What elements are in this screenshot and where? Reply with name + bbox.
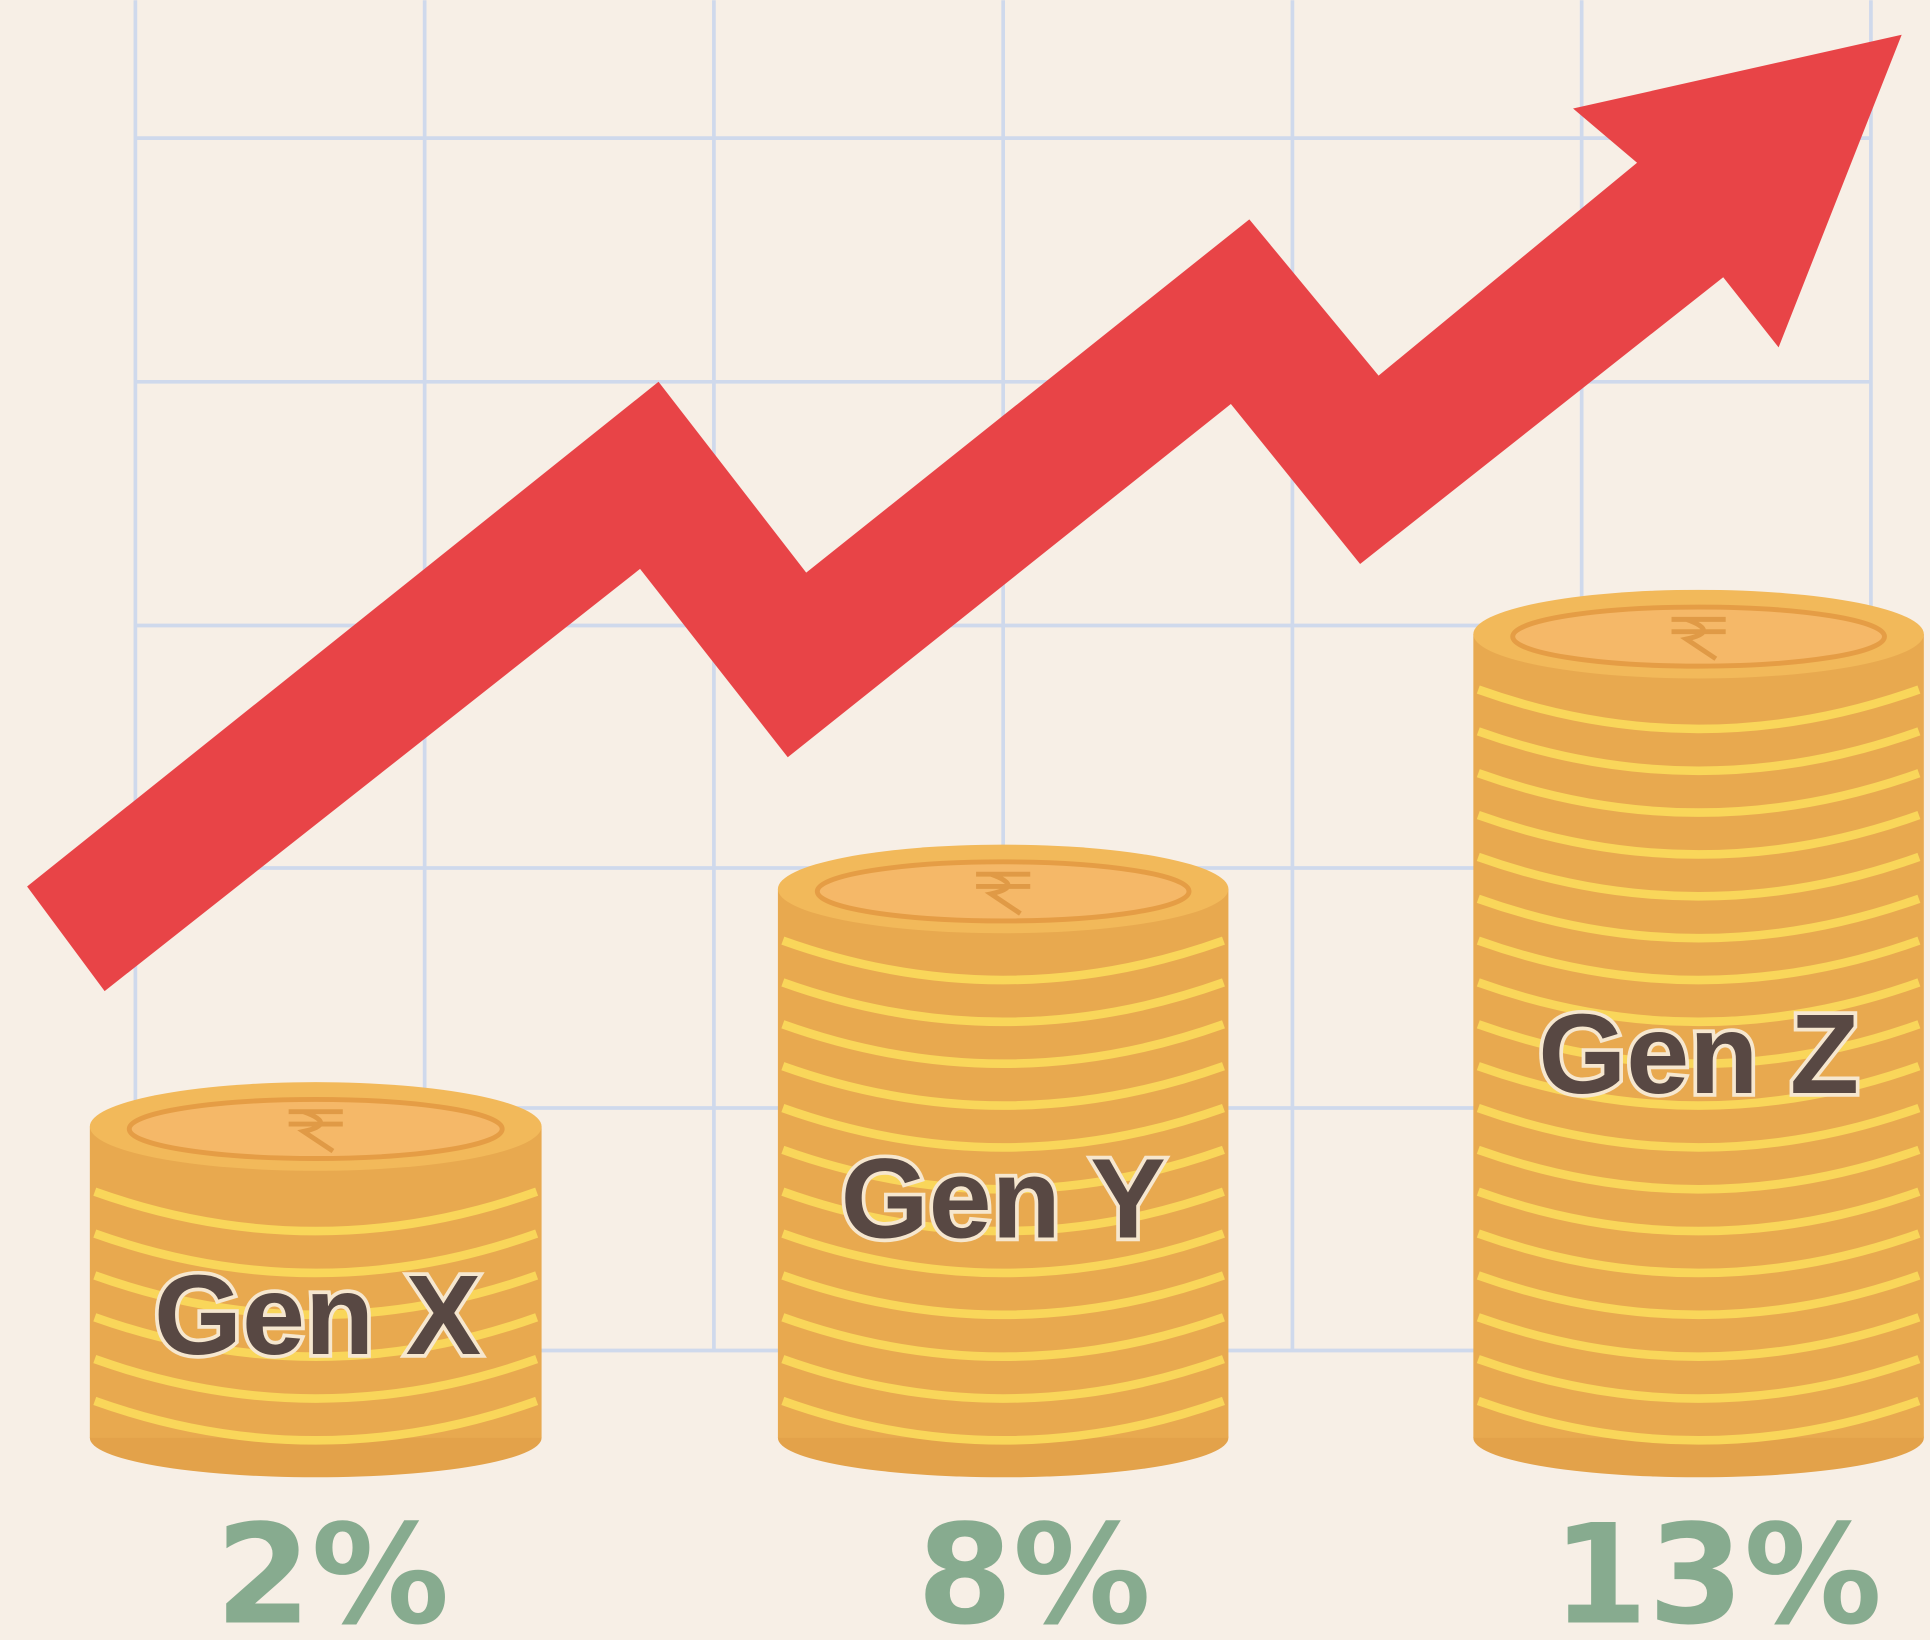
generation-label: Gen Y	[841, 1134, 1166, 1261]
page: {"items": [ {"label": "Gen X", "share": …	[0, 0, 1930, 1640]
share-label: 2%	[215, 1495, 449, 1640]
share-label: 13%	[1552, 1495, 1882, 1640]
generation-label: Gen X	[154, 1251, 481, 1378]
share-label: 8%	[917, 1495, 1151, 1640]
infographic: Gen X 2% Gen Y 8% Gen Z 13%	[0, 0, 1930, 1640]
generation-label: Gen Z	[1538, 990, 1859, 1117]
